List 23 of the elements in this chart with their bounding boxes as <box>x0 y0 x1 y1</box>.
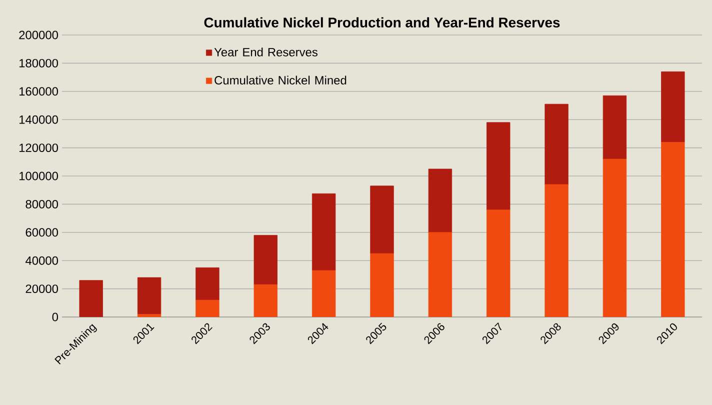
y-tick-label: 20000 <box>26 284 58 294</box>
y-tick-label: 180000 <box>19 58 58 68</box>
bar <box>137 277 162 314</box>
bar <box>602 95 627 160</box>
y-tick-label: 80000 <box>26 200 58 208</box>
bar <box>486 122 510 210</box>
y-tick-label: 40000 <box>26 256 58 265</box>
bar <box>370 186 394 254</box>
y-tick-label: 120000 <box>19 144 58 152</box>
legend-label: Year End Reserves <box>214 48 318 56</box>
chart-title: Cumulative Nickel Production and Year-End Reserves <box>204 17 560 28</box>
y-tick-label: 0 <box>52 312 58 322</box>
bar <box>254 235 278 285</box>
bar <box>312 193 336 271</box>
y-tick-label: 140000 <box>19 115 58 124</box>
y-tick-label: 200000 <box>19 30 58 40</box>
y-tick-label: 160000 <box>19 87 58 96</box>
bar <box>544 104 568 185</box>
bar <box>428 168 452 233</box>
y-tick-label: 100000 <box>19 172 58 180</box>
bar <box>196 267 220 300</box>
y-tick-label: 60000 <box>26 228 58 237</box>
legend-label: Cumulative Nickel Mined <box>214 76 346 84</box>
